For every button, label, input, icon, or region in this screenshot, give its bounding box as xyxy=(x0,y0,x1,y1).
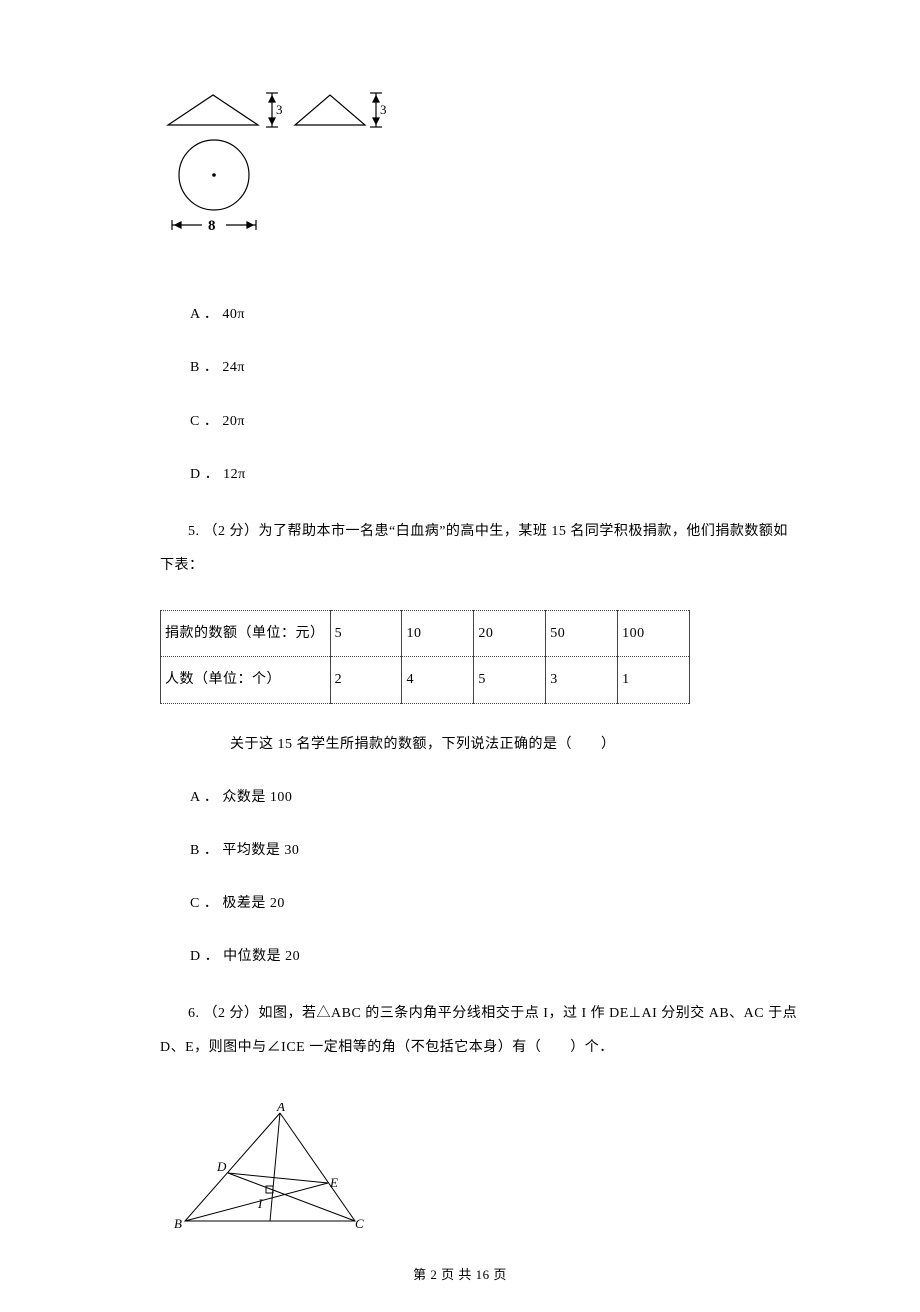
svg-text:A: A xyxy=(276,1103,285,1114)
triangle-abc-figure: A B C D E I xyxy=(170,1103,380,1233)
svg-text:3: 3 xyxy=(276,102,283,117)
svg-text:B: B xyxy=(174,1216,182,1231)
q4-option-a: A ． 40π xyxy=(190,302,800,327)
table-row: 捐款的数额（单位：元） 5 10 20 50 100 xyxy=(161,611,690,657)
cone-views-figure: 3 3 8 xyxy=(160,90,390,235)
q4-option-c: C ． 20π xyxy=(190,409,800,434)
q5-option-d: D ． 中位数是 20 xyxy=(190,944,800,969)
q5-option-a: A ． 众数是 100 xyxy=(190,785,800,810)
svg-text:C: C xyxy=(355,1216,364,1231)
svg-text:D: D xyxy=(216,1159,227,1174)
svg-text:8: 8 xyxy=(208,218,216,234)
svg-text:I: I xyxy=(257,1196,263,1211)
row2-label: 人数（单位：个） xyxy=(161,657,331,703)
q5-option-b: B ． 平均数是 30 xyxy=(190,838,800,863)
svg-text:E: E xyxy=(329,1175,338,1190)
svg-text:3: 3 xyxy=(380,102,387,117)
page-footer: 第 2 页 共 16 页 xyxy=(0,1263,920,1286)
q5-option-c: C ． 极差是 20 xyxy=(190,891,800,916)
donation-table: 捐款的数额（单位：元） 5 10 20 50 100 人数（单位：个） 2 4 … xyxy=(160,610,690,703)
q5-posttable: 关于这 15 名学生所捐款的数额，下列说法正确的是（ ） xyxy=(160,732,800,757)
table-row: 人数（单位：个） 2 4 5 3 1 xyxy=(161,657,690,703)
q6-text: 6. （2 分）如图，若△ABC 的三条内角平分线相交于点 I，过 I 作 DE… xyxy=(160,997,800,1064)
q4-option-b: B ． 24π xyxy=(190,355,800,380)
row1-label: 捐款的数额（单位：元） xyxy=(161,611,331,657)
q4-option-d: D ． 12π xyxy=(190,462,800,487)
q5-text: 5. （2 分）为了帮助本市一名患“白血病”的高中生，某班 15 名同学积极捐款… xyxy=(160,515,800,582)
